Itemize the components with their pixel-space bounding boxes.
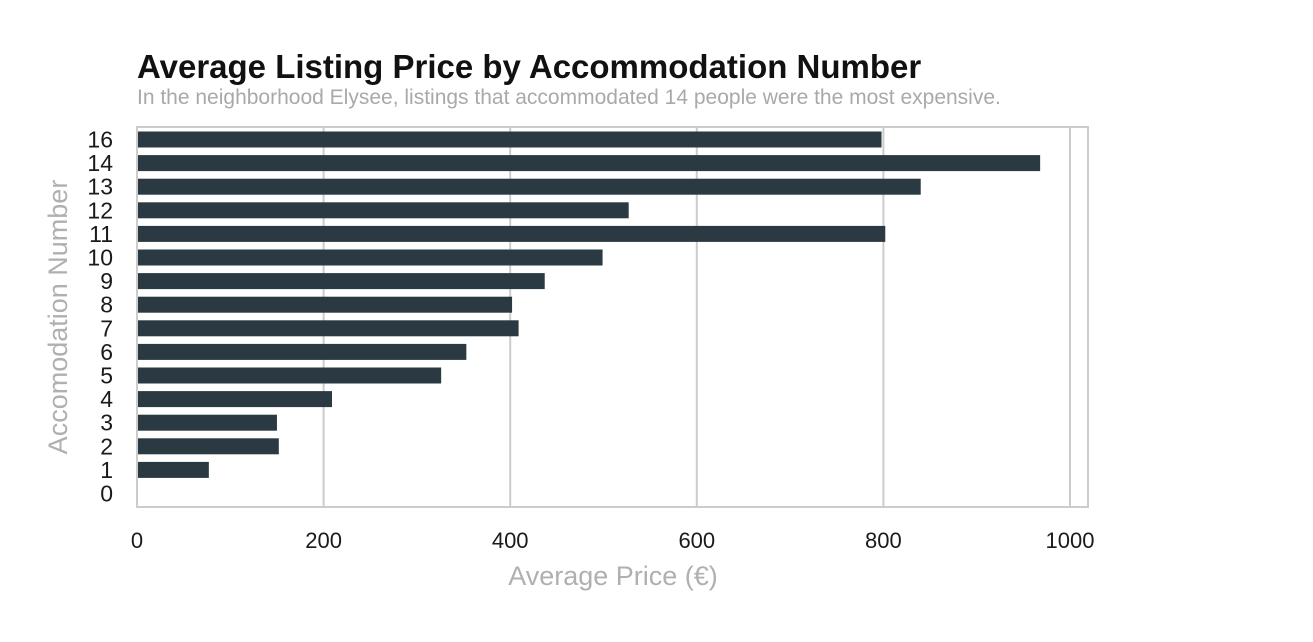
- y-tick-label-12: 12: [87, 197, 113, 223]
- bar-10: [137, 249, 603, 266]
- y-tick-label-6: 6: [100, 339, 113, 365]
- y-tick-label-8: 8: [100, 292, 113, 318]
- x-tick-label-1000: 1000: [1046, 528, 1095, 553]
- y-tick-label-16: 16: [87, 127, 113, 153]
- bar-16: [137, 131, 882, 148]
- x-tick-label-0: 0: [131, 528, 143, 553]
- chart-title: Average Listing Price by Accommodation N…: [137, 48, 921, 85]
- bar-14: [137, 155, 1041, 172]
- plot-frame: [136, 126, 1089, 508]
- x-axis-ticks: 0 200 400 600 800 1000: [131, 528, 1095, 553]
- y-tick-label-9: 9: [100, 268, 113, 294]
- y-tick-label-2: 2: [100, 433, 113, 459]
- bar-12: [137, 202, 629, 219]
- y-tick-label-4: 4: [100, 386, 113, 412]
- y-tick-label-3: 3: [100, 410, 113, 436]
- bar-4: [137, 391, 332, 408]
- bar-6: [137, 343, 467, 360]
- y-tick-label-1: 1: [100, 457, 113, 483]
- y-tick-label-14: 14: [87, 150, 113, 176]
- y-axis-label: Accomodation Number: [43, 180, 73, 455]
- x-axis-label: Average Price (€): [508, 561, 718, 591]
- y-tick-label-11: 11: [89, 221, 113, 247]
- chart-subtitle: In the neighborhood Elysee, listings tha…: [137, 86, 1001, 109]
- x-tick-label-400: 400: [492, 528, 529, 553]
- bars: [137, 131, 1041, 478]
- y-tick-label-13: 13: [87, 174, 113, 200]
- bar-8: [137, 296, 513, 313]
- y-tick-label-0: 0: [100, 481, 113, 507]
- y-tick-label-10: 10: [87, 245, 113, 271]
- bar-2: [137, 438, 279, 455]
- bar-13: [137, 178, 921, 195]
- bar-11: [137, 225, 886, 242]
- bar-7: [137, 320, 519, 337]
- bar-1: [137, 461, 209, 478]
- x-tick-label-600: 600: [678, 528, 715, 553]
- y-tick-label-5: 5: [100, 363, 113, 389]
- bar-5: [137, 367, 442, 384]
- x-tick-label-800: 800: [865, 528, 902, 553]
- bar-9: [137, 273, 545, 290]
- bar-3: [137, 414, 277, 431]
- x-tick-label-200: 200: [305, 528, 342, 553]
- y-tick-label-7: 7: [100, 315, 113, 341]
